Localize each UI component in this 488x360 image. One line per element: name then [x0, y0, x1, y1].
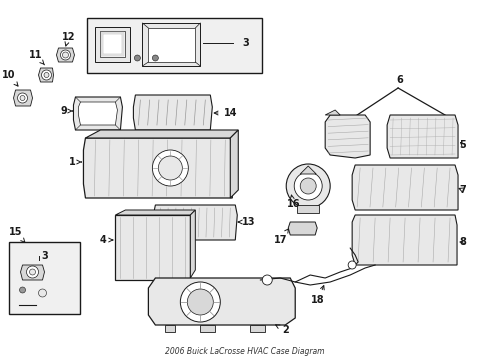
Text: 14: 14	[214, 108, 237, 118]
Circle shape	[134, 55, 140, 61]
Text: 16: 16	[286, 195, 299, 209]
Text: 2: 2	[275, 325, 288, 335]
Circle shape	[20, 95, 25, 100]
Circle shape	[262, 275, 272, 285]
Circle shape	[285, 164, 329, 208]
Circle shape	[294, 172, 322, 200]
Text: 1: 1	[69, 157, 81, 167]
Circle shape	[180, 282, 220, 322]
Polygon shape	[351, 215, 456, 265]
Text: 15: 15	[9, 227, 25, 242]
Polygon shape	[78, 102, 117, 125]
Polygon shape	[148, 278, 295, 325]
Polygon shape	[325, 115, 369, 158]
Polygon shape	[39, 68, 53, 82]
Text: 11: 11	[29, 50, 44, 65]
Polygon shape	[95, 27, 130, 62]
Polygon shape	[115, 210, 195, 215]
Polygon shape	[142, 23, 200, 66]
Polygon shape	[83, 138, 232, 198]
Text: 7: 7	[458, 185, 466, 195]
Bar	[87, 18, 262, 73]
Polygon shape	[57, 48, 74, 62]
Circle shape	[26, 266, 39, 278]
Circle shape	[29, 269, 36, 275]
Text: 8: 8	[459, 237, 466, 247]
Polygon shape	[386, 115, 457, 158]
Text: 9: 9	[60, 106, 72, 116]
Polygon shape	[230, 130, 238, 198]
Circle shape	[158, 156, 182, 180]
Text: 10: 10	[2, 70, 18, 86]
Text: 4: 4	[100, 235, 113, 245]
Polygon shape	[148, 28, 195, 62]
Polygon shape	[287, 222, 317, 235]
Text: 13: 13	[238, 217, 255, 227]
Polygon shape	[200, 325, 215, 332]
Circle shape	[41, 70, 51, 80]
Circle shape	[39, 289, 46, 297]
Polygon shape	[300, 166, 316, 174]
Text: 5: 5	[459, 140, 466, 150]
Polygon shape	[190, 210, 195, 278]
Bar	[8, 242, 81, 314]
Circle shape	[62, 52, 68, 58]
Circle shape	[347, 261, 355, 269]
Text: 2006 Buick LaCrosse HVAC Case Diagram: 2006 Buick LaCrosse HVAC Case Diagram	[164, 347, 324, 356]
Circle shape	[152, 150, 188, 186]
Circle shape	[61, 50, 70, 60]
Text: 18: 18	[311, 285, 325, 305]
Bar	[115, 215, 190, 280]
Polygon shape	[351, 165, 457, 210]
Polygon shape	[100, 31, 125, 57]
Polygon shape	[14, 90, 32, 106]
Text: 12: 12	[61, 32, 75, 46]
Circle shape	[18, 93, 27, 103]
Text: 6: 6	[396, 75, 403, 85]
Polygon shape	[165, 325, 175, 332]
Text: 3: 3	[242, 38, 248, 48]
Polygon shape	[85, 130, 238, 138]
Text: 3: 3	[41, 251, 48, 261]
Circle shape	[187, 289, 213, 315]
Polygon shape	[153, 205, 237, 240]
Bar	[297, 205, 319, 213]
Polygon shape	[73, 97, 122, 130]
Circle shape	[152, 55, 158, 61]
Polygon shape	[133, 95, 212, 130]
Polygon shape	[325, 110, 340, 115]
Text: 17: 17	[273, 229, 288, 245]
Circle shape	[300, 178, 316, 194]
Circle shape	[44, 72, 49, 77]
Polygon shape	[20, 265, 44, 280]
Polygon shape	[250, 325, 264, 332]
Circle shape	[20, 287, 25, 293]
